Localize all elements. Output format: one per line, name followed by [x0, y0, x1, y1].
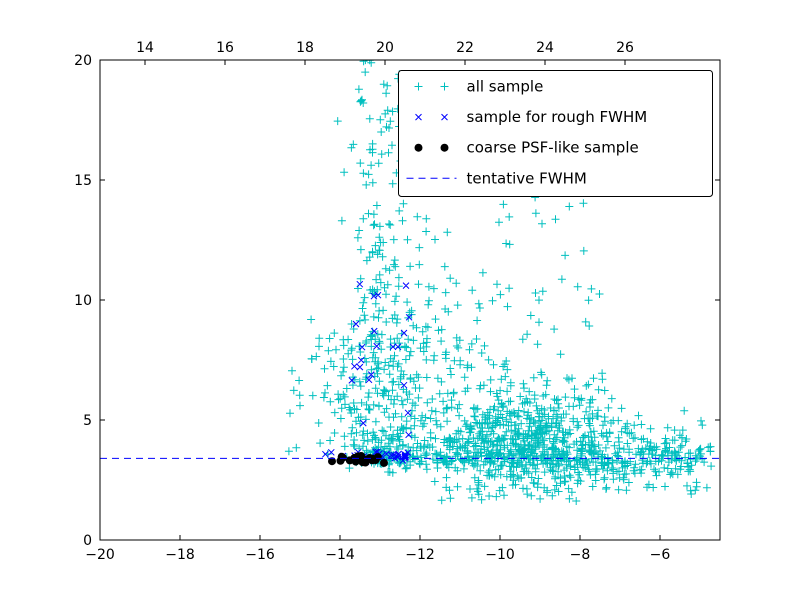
x-tick-label-bottom: −14	[325, 547, 355, 563]
legend-marker-dot-icon	[414, 143, 423, 152]
axes-frame	[99, 59, 721, 541]
legend-marker-plus-icon	[414, 82, 449, 91]
x-tick-label-bottom: −12	[405, 547, 435, 563]
scatter-layer	[100, 60, 720, 505]
y-tick-label: 0	[83, 533, 92, 549]
y-tick-label: 10	[74, 293, 92, 309]
x-tick-label-top: 26	[616, 40, 634, 56]
legend-label: tentative FWHM	[467, 169, 587, 187]
x-tick-label-bottom: −8	[570, 547, 591, 563]
x-tick-label-top: 18	[296, 40, 314, 56]
legend: all sample sample for rough FWHM coarse PS…	[398, 70, 713, 197]
x-tick-label-top: 24	[536, 40, 554, 56]
x-tick-label-top: 20	[376, 40, 394, 56]
x-tick-label-bottom: −16	[245, 547, 275, 563]
x-tick-label-top: 22	[456, 40, 474, 56]
legend-marker-x-icon	[415, 113, 448, 121]
legend-box	[398, 70, 713, 197]
x-tick-label-top: 16	[216, 40, 234, 56]
y-tick-label: 5	[83, 413, 92, 429]
x-tick-label-bottom: −10	[485, 547, 515, 563]
legend-label: all sample	[467, 78, 544, 96]
x-tick-label-top: 14	[136, 40, 154, 56]
x-tick-label-bottom: −18	[165, 547, 195, 563]
legend-marker-dot-icon	[440, 143, 449, 152]
legend-label: coarse PSF-like sample	[467, 139, 639, 157]
x-tick-label-bottom: −20	[85, 547, 115, 563]
legend-label: sample for rough FWHM	[467, 108, 648, 126]
y-tick-label: 20	[74, 53, 92, 69]
y-tick-label: 15	[74, 173, 92, 189]
x-tick-label-bottom: −6	[650, 547, 671, 563]
